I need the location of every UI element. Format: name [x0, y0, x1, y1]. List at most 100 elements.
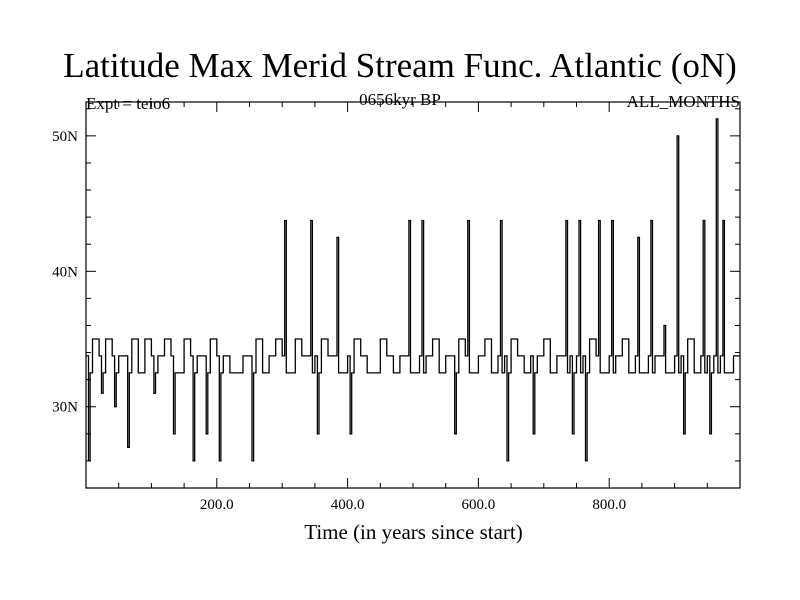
data-point — [102, 393, 103, 394]
data-point — [135, 339, 136, 340]
data-point — [108, 339, 109, 340]
x-tick-label: 400.0 — [331, 497, 365, 513]
experiment-label: Expt = teio6 — [86, 94, 171, 113]
data-point — [684, 433, 685, 434]
data-point — [553, 372, 554, 373]
data-point — [599, 220, 600, 221]
data-point — [350, 433, 351, 434]
data-point — [586, 460, 587, 461]
data-point — [357, 339, 358, 340]
data-point — [658, 355, 659, 356]
data-point — [154, 393, 155, 394]
data-point — [448, 355, 449, 356]
data-point — [305, 355, 306, 356]
data-point — [514, 339, 515, 340]
data-point — [462, 339, 463, 340]
data-point — [239, 372, 240, 373]
data-point — [468, 220, 469, 221]
data-point — [409, 220, 410, 221]
data-point — [363, 355, 364, 356]
data-point — [435, 339, 436, 340]
data-point — [442, 372, 443, 373]
data-point — [331, 355, 332, 356]
data-point — [625, 339, 626, 340]
chart-title: Latitude Max Merid Stream Func. Atlantic… — [63, 46, 737, 85]
data-point — [337, 237, 338, 238]
data-point — [246, 355, 247, 356]
data-point — [494, 372, 495, 373]
y-tick-label: 40N — [52, 264, 78, 280]
data-point — [187, 339, 188, 340]
data-point — [141, 372, 142, 373]
data-point — [278, 339, 279, 340]
data-point — [560, 355, 561, 356]
data-point — [95, 339, 96, 340]
data-point — [527, 372, 528, 373]
data-point — [174, 433, 175, 434]
data-point — [115, 406, 116, 407]
data-point — [547, 339, 548, 340]
data-point — [619, 355, 620, 356]
data-point — [193, 460, 194, 461]
data-point — [455, 433, 456, 434]
data-point — [89, 460, 90, 461]
data-point — [167, 339, 168, 340]
data-point — [690, 339, 691, 340]
data-point — [422, 220, 423, 221]
data-point — [638, 237, 639, 238]
data-point — [475, 372, 476, 373]
data-point — [507, 460, 508, 461]
data-point — [121, 355, 122, 356]
data-point — [704, 220, 705, 221]
data-point — [377, 372, 378, 373]
x-axis-label: Time (in years since start) — [304, 520, 523, 544]
data-point — [161, 355, 162, 356]
data-point — [403, 355, 404, 356]
data-point — [344, 372, 345, 373]
data-point — [285, 220, 286, 221]
plot-frame — [85, 101, 741, 489]
data-point — [233, 372, 234, 373]
data-point — [710, 433, 711, 434]
data-point — [298, 339, 299, 340]
x-tick-label: 600.0 — [462, 497, 496, 513]
data-point — [206, 433, 207, 434]
data-point — [481, 355, 482, 356]
data-point — [272, 355, 273, 356]
data-point — [292, 372, 293, 373]
data-point — [396, 372, 397, 373]
data-point — [324, 339, 325, 340]
data-point — [730, 372, 731, 373]
data-point — [612, 220, 613, 221]
data-point — [259, 339, 260, 340]
data-point — [632, 372, 633, 373]
data-point — [645, 372, 646, 373]
data-point — [501, 220, 502, 221]
data-point — [265, 372, 266, 373]
data-point — [592, 339, 593, 340]
y-tick-label: 50N — [52, 129, 78, 145]
data-point — [429, 355, 430, 356]
data-point — [664, 325, 665, 326]
data-point — [717, 118, 718, 119]
data-point — [220, 460, 221, 461]
x-tick-label: 200.0 — [200, 497, 234, 513]
data-point — [533, 433, 534, 434]
data-point — [579, 220, 580, 221]
data-point — [677, 135, 678, 136]
data-point — [573, 433, 574, 434]
x-tick-label: 800.0 — [592, 497, 626, 513]
data-point — [370, 372, 371, 373]
data-point — [311, 220, 312, 221]
data-point — [180, 372, 181, 373]
data-point — [383, 339, 384, 340]
data-point — [520, 355, 521, 356]
data-point — [416, 372, 417, 373]
data-point — [566, 220, 567, 221]
data-point — [723, 220, 724, 221]
data-point — [318, 433, 319, 434]
data-point — [213, 339, 214, 340]
data-point — [736, 355, 737, 356]
data-point — [200, 355, 201, 356]
